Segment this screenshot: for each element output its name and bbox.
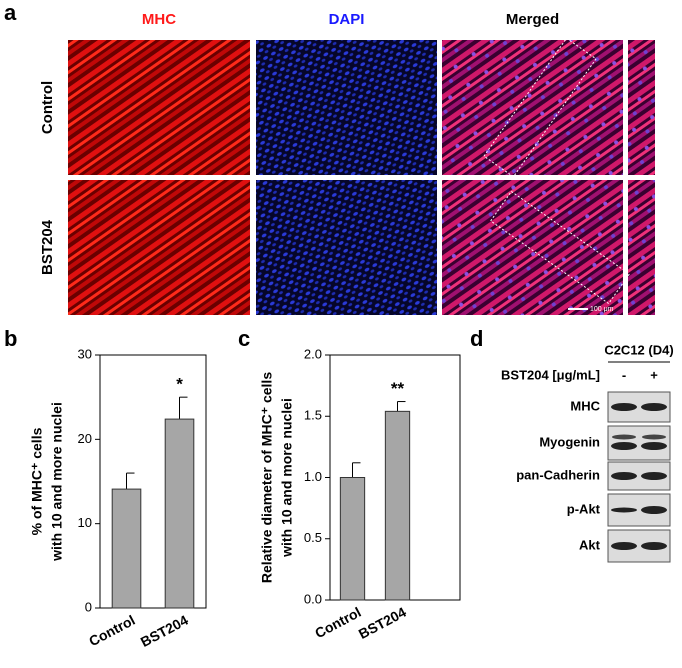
band bbox=[641, 472, 667, 480]
panel-label: b bbox=[4, 326, 17, 351]
bar bbox=[111, 488, 142, 609]
column-label: MHC bbox=[142, 11, 176, 28]
band bbox=[641, 506, 667, 514]
zoom-strip bbox=[628, 180, 655, 315]
y-tick-label: 0 bbox=[85, 599, 92, 614]
y-tick-label: 0.5 bbox=[304, 530, 322, 545]
y-tick-label: 0.0 bbox=[304, 591, 322, 606]
band bbox=[611, 403, 637, 411]
plot-frame bbox=[99, 354, 207, 609]
panel-label: a bbox=[4, 0, 17, 25]
band bbox=[611, 507, 637, 513]
western-blot: C2C12 (D4) BST204 [μg/mL] - + MHC Myogenin pan… bbox=[501, 342, 674, 563]
band bbox=[642, 434, 666, 440]
micrograph bbox=[68, 180, 250, 315]
scale-bar-label: 100 μm bbox=[590, 306, 614, 313]
band bbox=[611, 472, 637, 480]
band bbox=[611, 542, 637, 550]
significance-label: * bbox=[176, 375, 183, 394]
micrograph bbox=[256, 40, 437, 175]
band bbox=[641, 403, 667, 411]
row-label: Control bbox=[39, 81, 56, 134]
zoom-strip bbox=[628, 40, 655, 175]
x-tick-label: BST204 bbox=[138, 612, 191, 650]
band bbox=[641, 442, 667, 450]
bar bbox=[164, 418, 195, 609]
protein-label: pan-Cadherin bbox=[516, 467, 600, 482]
column-label: DAPI bbox=[329, 11, 365, 28]
significance-label: ** bbox=[391, 379, 405, 398]
y-axis-label: % of MHC⁺ cells bbox=[29, 427, 45, 535]
y-tick-label: 10 bbox=[78, 515, 92, 530]
panel-label: c bbox=[238, 326, 250, 351]
y-axis-label: with 10 and more nuclei bbox=[49, 402, 65, 562]
treatment-label: BST204 [μg/mL] bbox=[501, 367, 600, 382]
band bbox=[612, 434, 636, 440]
y-axis-label: Relative diameter of MHC⁺ cells bbox=[259, 372, 275, 583]
row-label: BST204 bbox=[39, 219, 56, 275]
y-tick-label: 30 bbox=[78, 346, 92, 361]
zoom-box bbox=[490, 190, 630, 305]
bar bbox=[339, 477, 366, 601]
band bbox=[611, 442, 637, 450]
bar bbox=[384, 410, 411, 601]
protein-label: Akt bbox=[579, 537, 601, 552]
protein-label: Myogenin bbox=[539, 434, 600, 449]
y-tick-label: 20 bbox=[78, 431, 92, 446]
band bbox=[641, 542, 667, 550]
x-tick-label: Control bbox=[312, 604, 363, 641]
panel-label: d bbox=[470, 326, 483, 351]
x-tick-label: Control bbox=[86, 612, 137, 649]
y-tick-label: 1.0 bbox=[304, 469, 322, 484]
micrograph bbox=[442, 180, 623, 315]
y-tick-label: 1.5 bbox=[304, 408, 322, 423]
microscopy-panel: MHC DAPI Merged Control BST204 100 μm bbox=[39, 11, 655, 315]
y-axis-label: with 10 and more nuclei bbox=[279, 398, 295, 558]
lane-label: + bbox=[650, 367, 658, 382]
micrograph bbox=[442, 40, 623, 175]
protein-label: MHC bbox=[570, 398, 600, 413]
y-tick-label: 2.0 bbox=[304, 346, 322, 361]
x-tick-label: BST204 bbox=[356, 604, 409, 642]
column-label: Merged bbox=[506, 11, 559, 28]
cell-line-label: C2C12 (D4) bbox=[604, 342, 673, 357]
lane-label: - bbox=[622, 367, 626, 382]
micrograph bbox=[256, 180, 437, 315]
micrograph bbox=[68, 40, 250, 175]
bar-charts: % of MHC⁺ cells with 10 and more nuclei01… bbox=[29, 346, 461, 650]
protein-label: p-Akt bbox=[567, 501, 601, 516]
